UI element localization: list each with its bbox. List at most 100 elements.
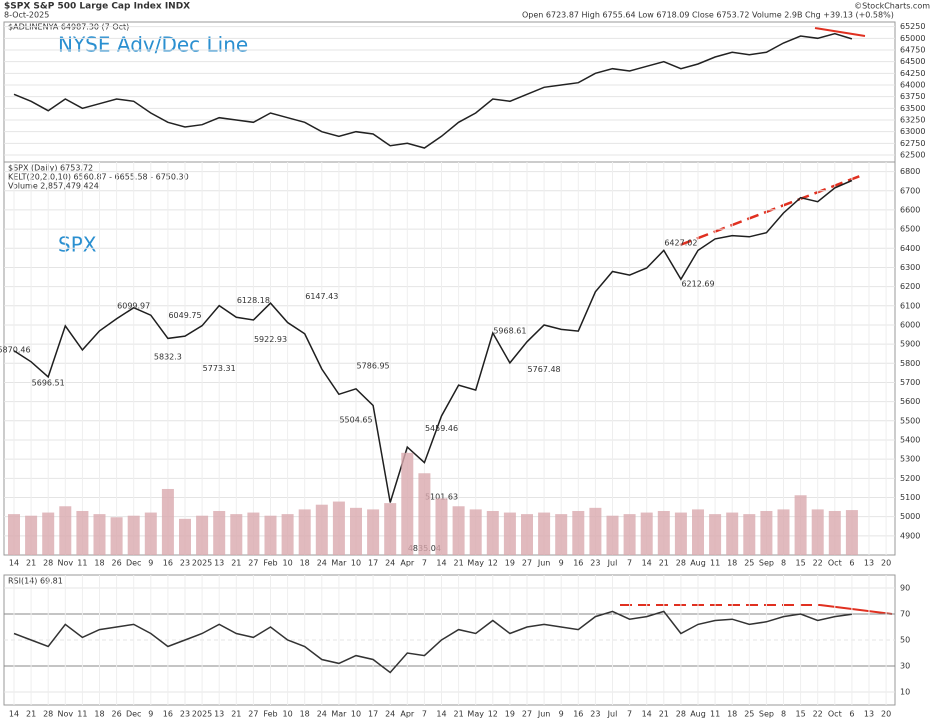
x-tick-label: 14	[436, 559, 446, 568]
x-tick-label: 18	[300, 710, 310, 719]
x-tick-label: 18	[727, 559, 737, 568]
x-tick-label: 24	[385, 710, 395, 719]
symbol: $SPX S&P 500 Large Cap Index INDX	[4, 2, 190, 12]
x-tick-label: 25	[744, 559, 754, 568]
annotation: NYSE Adv/Dec Line	[58, 33, 248, 57]
x-tick-label: 6	[849, 710, 854, 719]
volume-bar	[845, 510, 858, 555]
volume-bar	[298, 509, 311, 555]
volume-bar	[93, 514, 106, 555]
x-tick-label: May	[467, 710, 484, 719]
x-tick-label: 22	[813, 559, 823, 568]
series-line	[13, 179, 853, 503]
x-tick-label: 9	[148, 710, 153, 719]
x-tick-label: Jul	[607, 710, 618, 719]
volume-bar	[435, 498, 448, 555]
quote: Open 6723.87 High 6755.64 Low 6718.09 Cl…	[522, 11, 894, 20]
x-tick-label: Sep	[759, 710, 774, 719]
y-tick-label: 6200	[900, 282, 920, 291]
y-tick-label: 5400	[900, 435, 920, 444]
volume-bar	[401, 452, 414, 555]
x-tick-label: 2025	[192, 559, 212, 568]
price-label: 5968.61	[493, 326, 526, 335]
y-tick-label: 63250	[900, 116, 925, 125]
volume-bar	[794, 495, 807, 555]
y-tick-label: 6100	[900, 301, 920, 310]
y-tick-label: 65000	[900, 34, 925, 43]
volume-bar	[247, 512, 260, 555]
price-label: 5101.63	[425, 493, 458, 502]
x-tick-label: 27	[248, 710, 258, 719]
date: 8-Oct-2025	[4, 11, 49, 20]
volume-bar	[521, 514, 533, 555]
x-tick-label: 21	[659, 559, 669, 568]
series-line	[13, 32, 853, 149]
volume-bar	[486, 510, 499, 555]
x-tick-label: 17	[368, 710, 378, 719]
x-tick-label: 24	[385, 559, 395, 568]
volume-bar	[8, 514, 20, 555]
x-tick-label: 7	[422, 559, 427, 568]
price-label: 5786.95	[357, 361, 390, 370]
y-tick-label: 70	[900, 610, 910, 619]
x-tick-label: 11	[710, 559, 720, 568]
x-tick-label: 10	[283, 559, 293, 568]
x-tick-label: 16	[573, 559, 583, 568]
volume-bar	[350, 507, 362, 555]
price-label: 5922.93	[254, 335, 287, 344]
y-tick-label: 6000	[900, 320, 920, 329]
volume-bar	[555, 514, 568, 555]
x-tick-label: 24	[317, 559, 327, 568]
x-tick-label: Nov	[57, 710, 73, 719]
y-tick-label: 6300	[900, 263, 920, 272]
series-line	[13, 610, 853, 674]
panel-frame	[3, 161, 896, 556]
x-tick-label: 21	[231, 559, 241, 568]
volume-bar	[743, 514, 756, 555]
y-tick-label: 6800	[900, 167, 920, 176]
x-tick-label: 28	[43, 710, 53, 719]
x-tick-label: 28	[676, 559, 686, 568]
volume-bar	[692, 509, 704, 555]
volume-bar	[196, 515, 209, 555]
x-tick-label: May	[467, 559, 484, 568]
volume-bar	[538, 512, 551, 555]
x-tick-label: 24	[317, 710, 327, 719]
y-tick-label: 5500	[900, 416, 920, 425]
x-tick-label: 11	[77, 710, 87, 719]
y-tick-label: 5300	[900, 455, 920, 464]
x-tick-label: 17	[368, 559, 378, 568]
volume-bar	[315, 504, 328, 555]
volume-bar	[657, 510, 670, 555]
x-tick-label: 9	[148, 559, 153, 568]
volume-bar	[264, 515, 277, 555]
x-tick-label: 21	[26, 710, 36, 719]
x-tick-label: Aug	[690, 559, 706, 568]
x-tick-label: Sep	[759, 559, 774, 568]
volume-bar	[760, 510, 773, 555]
x-tick-label: 10	[351, 559, 361, 568]
volume-bar	[213, 510, 226, 555]
x-tick-label: 14	[642, 559, 652, 568]
y-tick-label: 64250	[900, 69, 925, 78]
volume-bar	[59, 506, 72, 555]
y-tick-label: 6700	[900, 186, 920, 195]
x-tick-label: Mar	[331, 710, 347, 719]
price-label: 6427.02	[664, 239, 697, 248]
volume-bar	[418, 473, 431, 555]
volume-bar	[726, 512, 739, 555]
x-tick-label: 15	[796, 710, 806, 719]
price-label: 5767.48	[528, 365, 561, 374]
x-tick-label: 7	[627, 710, 632, 719]
x-tick-label: Jun	[537, 559, 551, 568]
x-tick-label: 14	[9, 710, 19, 719]
volume-bar	[76, 510, 89, 555]
x-tick-label: 13	[864, 710, 874, 719]
x-tick-label: Apr	[400, 710, 415, 719]
x-tick-label: 27	[522, 710, 532, 719]
x-tick-label: 8	[781, 710, 786, 719]
volume-bar	[230, 514, 243, 555]
y-tick-label: 5800	[900, 359, 920, 368]
